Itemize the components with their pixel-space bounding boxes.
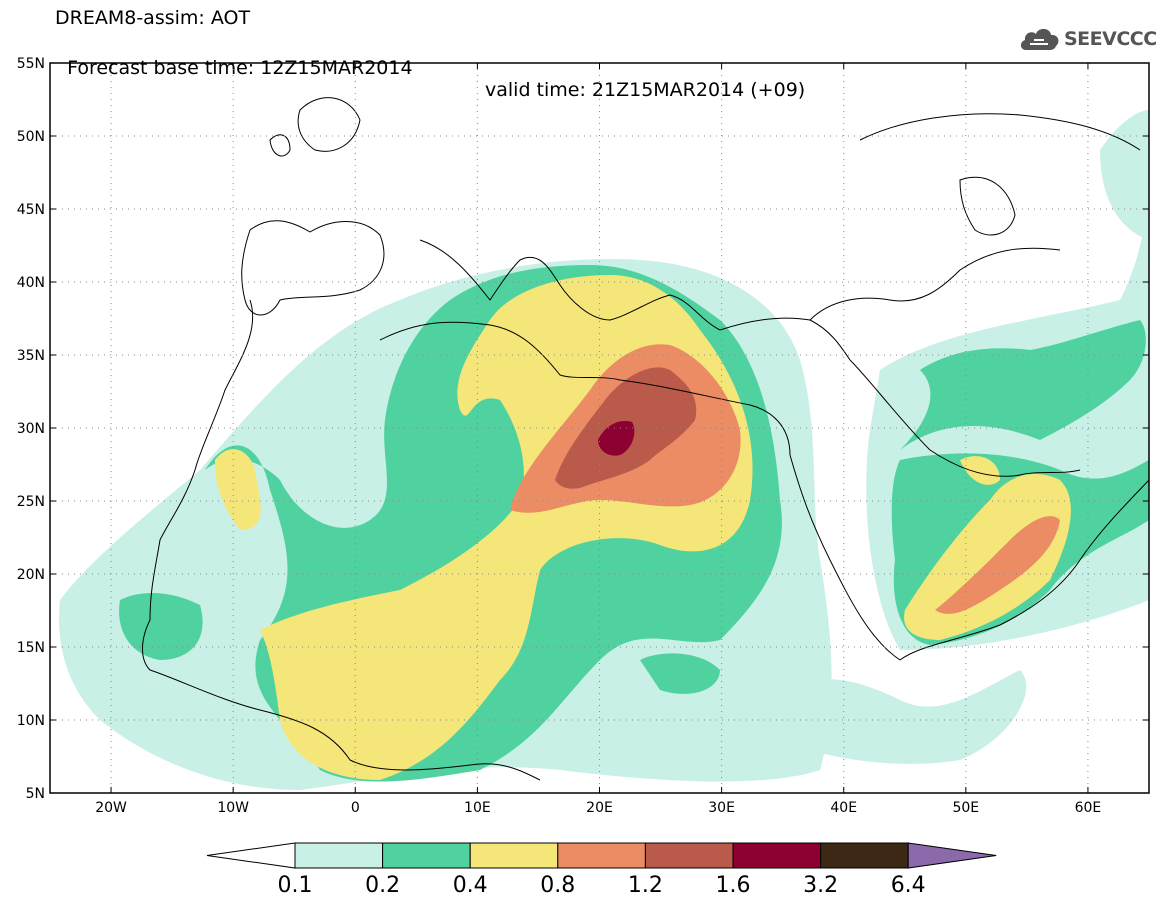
lon-tick-label: 20E [586, 800, 613, 816]
lon-tick-label: 50E [952, 800, 979, 816]
forecast-time-line: Forecast base time: 12Z15MAR2014 valid t… [55, 35, 805, 101]
map-title: DREAM8-assim: AOT [55, 7, 251, 29]
colorbar-swatch [644, 842, 734, 869]
lat-tick-label: 35N [17, 348, 45, 364]
coastlines [142, 97, 1149, 781]
lon-tick-label: 40E [830, 800, 857, 816]
colorbar-swatch [732, 842, 822, 869]
lat-tick-label: 15N [17, 640, 45, 656]
colorbar-swatch [557, 842, 646, 869]
lat-tick-labels: 5N 10N 15N 20N 25N 30N 35N 40N 45N 50N 55N [17, 56, 1149, 802]
colorbar-label: 6.4 [890, 873, 926, 898]
valid-time: valid time: 21Z15MAR2014 (+09) [485, 79, 806, 101]
lat-tick-label: 10N [17, 713, 45, 729]
lon-tick-label: 20W [95, 800, 127, 816]
colorbar-swatch [382, 842, 471, 869]
colorbar-swatch [294, 842, 384, 869]
lat-tick-label: 55N [17, 56, 45, 72]
lat-tick-label: 45N [17, 202, 45, 218]
lon-tick-label: 0 [351, 800, 360, 816]
lon-tick-label: 60E [1075, 800, 1102, 816]
lat-tick-label: 25N [17, 494, 45, 510]
colorbar-label: 0.4 [452, 873, 488, 898]
colorbar-label: 1.2 [627, 873, 663, 898]
lon-tick-label: 10W [217, 800, 249, 816]
lat-tick-label: 20N [17, 567, 45, 583]
cloud-icon [1020, 28, 1059, 50]
lon-tick-label: 10E [464, 800, 491, 816]
aot-field [59, 110, 1149, 790]
lat-tick-label: 50N [17, 129, 45, 145]
lon-tick-labels: 20W 10W 0 10E 20E 30E 40E 50E 60E [95, 63, 1101, 816]
colorbar-label: 0.2 [365, 873, 401, 898]
colorbar-label: 1.6 [715, 873, 751, 898]
colorbar-label: 3.2 [803, 873, 839, 898]
colorbar-over-arrow [907, 842, 997, 869]
colorbar [206, 842, 997, 869]
lat-tick-label: 5N [26, 786, 45, 802]
colorbar-swatch [469, 842, 559, 869]
seevccc-logo: SEEVCCC [1018, 22, 1158, 58]
colorbar-under-arrow [206, 842, 296, 869]
colorbar-label: 0.1 [277, 873, 313, 898]
colorbar-label: 0.8 [540, 873, 576, 898]
colorbar-swatch [820, 842, 909, 869]
lon-tick-label: 30E [708, 800, 735, 816]
lat-tick-label: 40N [17, 275, 45, 291]
logo-text: SEEVCCC [1064, 28, 1157, 50]
lat-tick-label: 30N [17, 421, 45, 437]
